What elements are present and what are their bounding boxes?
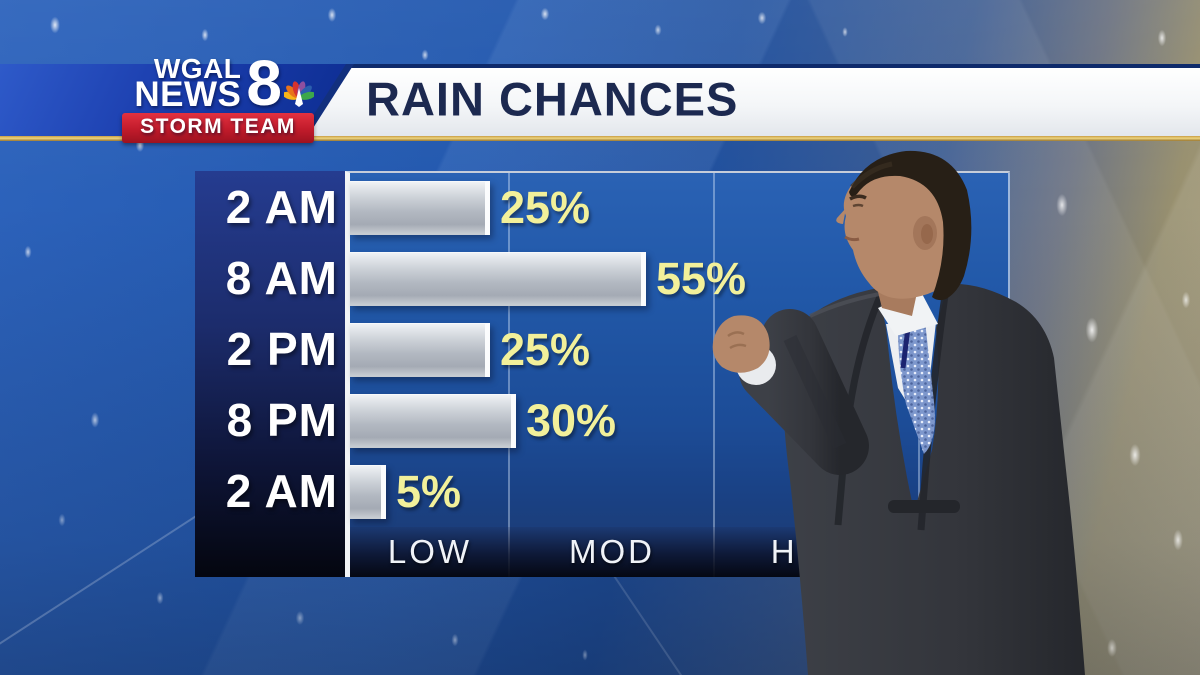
nbc-peacock-icon [284,80,314,107]
bar-row: 25% [350,315,1008,386]
bar [350,252,646,307]
station-news-word: NEWS [134,74,242,114]
time-label: 2 PM [226,323,338,375]
x-axis-band: LOW MOD HIGH [350,527,1008,577]
channel-number: 8 [246,47,282,120]
x-axis-label: LOW [387,533,473,570]
header-accent-line [0,136,1200,141]
chart-plot-area: 25% 55% 25% 30% 5% [345,171,1010,577]
bar-row: 25% [350,173,1008,244]
page-title: RAIN CHANCES [366,72,739,126]
value-label: 30% [526,394,617,446]
gridline [713,173,715,577]
storm-team-banner: STORM TEAM [122,112,314,143]
rain-chances-chart: 2 AM 8 AM 2 PM 8 PM 2 AM 25% 55% [195,171,1010,577]
chart-bars: 25% 55% 25% 30% 5% [350,173,1008,527]
bar [350,322,490,377]
time-label: 2 AM [225,180,338,233]
bar-row: 5% [350,456,1008,527]
x-axis-label: MOD [569,533,655,570]
chart-time-column: 2 AM 8 AM 2 PM 8 PM 2 AM [195,171,345,577]
time-label: 2 AM [225,465,338,518]
value-label: 55% [656,253,747,305]
value-label: 25% [500,182,591,234]
time-label: 8 PM [226,394,338,447]
x-axis-label: HIGH [770,533,866,570]
bar [350,393,516,448]
station-logo: WGAL NEWS 8 STORM TEAM [122,47,314,143]
value-label: 25% [500,323,591,375]
station-logo-words: WGAL NEWS [134,55,242,114]
gridline [508,173,510,577]
bar-row: 30% [350,385,1008,456]
bar-row: 55% [350,244,1008,315]
bar [350,464,386,519]
time-label: 8 AM [225,251,338,304]
station-logo-top: WGAL NEWS 8 [122,47,314,120]
value-label: 5% [396,465,462,517]
bar [350,181,490,236]
